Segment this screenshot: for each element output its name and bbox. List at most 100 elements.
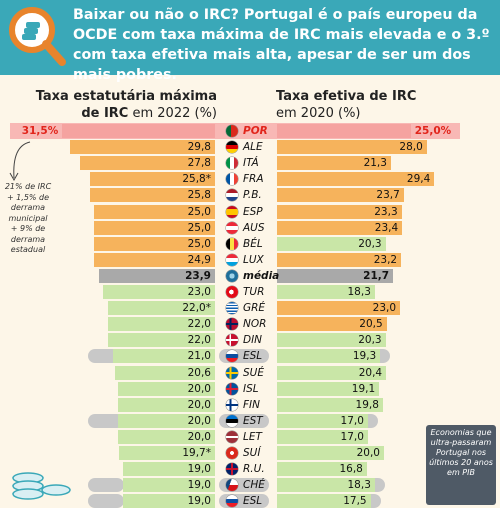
value-right-su: 20,4 xyxy=(358,366,383,379)
value-left-nor: 22,0 xyxy=(187,318,211,331)
value-right-tur: 18,3 xyxy=(347,286,371,298)
title-banner xyxy=(0,0,500,75)
country-code-fra: FRA xyxy=(243,173,264,186)
flag-fra-icon xyxy=(226,173,238,186)
value-right-let: 17,0 xyxy=(340,430,364,443)
flag-ru-icon xyxy=(226,463,238,476)
value-right-bl: 20,3 xyxy=(358,237,382,250)
bar-right-bl xyxy=(277,236,386,251)
bar-right-su xyxy=(277,446,384,460)
value-right-ch: 18,3 xyxy=(347,479,371,492)
bar-left-esl xyxy=(113,349,215,364)
bar-right-est xyxy=(277,413,368,428)
value-right-ale: 28,0 xyxy=(399,141,423,154)
country-code-it: ITÁ xyxy=(243,157,259,170)
country-code-aus: AUS xyxy=(243,221,265,234)
flag-esl-icon xyxy=(226,350,238,363)
bar-left-aus xyxy=(93,220,215,235)
flag-let-icon xyxy=(226,430,238,443)
value-right-media: 21,7 xyxy=(363,269,390,282)
bar-left-let xyxy=(118,429,215,444)
note-arrow-icon xyxy=(9,141,31,182)
flag-su-icon xyxy=(226,447,238,459)
country-code-lux: LUX xyxy=(243,253,264,266)
value-left-su: 19,7* xyxy=(182,447,211,459)
flag-isl-icon xyxy=(226,382,238,395)
value-left-su: 20,6 xyxy=(187,366,211,379)
value-right-esp: 23,3 xyxy=(374,205,398,218)
value-left-ch: 19,0 xyxy=(187,479,211,492)
value-left-fin: 20,0 xyxy=(187,398,211,411)
value-right-it: 21,3 xyxy=(363,157,387,170)
flag-su-icon xyxy=(226,366,238,379)
headline: Baixar ou não o IRC? Portugal é o país e… xyxy=(73,7,490,83)
bar-right-let xyxy=(277,429,368,444)
flag-din-icon xyxy=(226,334,238,347)
flag-tur-icon xyxy=(226,286,238,298)
bar-right-tur xyxy=(277,285,375,299)
left-header-rest: em 2022 (%) xyxy=(128,106,217,121)
flag-it-icon xyxy=(226,157,238,170)
bar-left-media xyxy=(99,268,215,283)
bar-right-pb xyxy=(277,188,404,203)
right-header-line2: em 2020 (%) xyxy=(276,106,361,121)
bar-left-su xyxy=(115,365,215,380)
flag-por-icon xyxy=(226,125,238,137)
country-code-let: LET xyxy=(243,430,262,443)
right-header-line1: Taxa efetiva de IRC xyxy=(276,89,417,104)
bar-left-lux xyxy=(94,252,215,267)
value-left-aus: 25,0 xyxy=(187,221,211,234)
flag-bl-icon xyxy=(226,237,238,250)
left-header-bold: de IRC xyxy=(81,106,129,121)
value-left-it: 27,8 xyxy=(187,157,211,170)
bar-left-ru xyxy=(122,462,215,477)
bar-right-fra xyxy=(277,172,435,187)
value-right-aus: 23,4 xyxy=(374,221,399,234)
row-highlight-left-esl xyxy=(88,494,124,508)
country-code-nor: NOR xyxy=(243,318,267,331)
country-code-gr: GRÉ xyxy=(243,302,266,315)
value-left-ru: 19,0 xyxy=(187,463,211,476)
value-left-fra: 25,8* xyxy=(182,173,211,186)
bar-right-aus xyxy=(277,220,403,235)
bar-left-su xyxy=(119,446,215,460)
value-left-media: 23,9 xyxy=(185,269,211,282)
value-left-gr: 22,0* xyxy=(182,302,211,315)
value-left-por: 31,5% xyxy=(21,125,59,137)
value-left-isl: 20,0 xyxy=(187,382,211,395)
flag-esp-icon xyxy=(226,205,238,218)
flag-aus-icon xyxy=(226,221,238,234)
bar-right-su xyxy=(277,365,387,380)
flag-media-icon xyxy=(226,269,238,282)
flag-gr-icon xyxy=(226,302,238,315)
bar-right-din xyxy=(277,333,386,348)
bar-right-nor xyxy=(277,317,387,332)
bar-left-isl xyxy=(118,381,215,396)
value-right-esl: 19,3 xyxy=(352,350,377,363)
value-left-tur: 23,0 xyxy=(187,286,211,298)
bar-right-ru xyxy=(277,462,367,477)
portugal-rate-note: 21% de IRC + 1,5% de derrama municipal +… xyxy=(4,182,52,254)
bar-right-lux xyxy=(277,252,402,267)
country-code-din: DIN xyxy=(243,334,263,347)
value-right-est: 17,0 xyxy=(340,414,364,427)
value-left-lux: 24,9 xyxy=(187,253,211,266)
country-code-tur: TUR xyxy=(243,286,265,298)
country-code-fin: FIN xyxy=(243,398,260,411)
flag-ale-icon xyxy=(226,141,238,154)
country-code-ale: ALE xyxy=(243,141,263,154)
value-right-din: 20,3 xyxy=(358,334,382,347)
value-right-nor: 20,5 xyxy=(359,318,383,331)
bar-right-media xyxy=(277,268,394,283)
country-code-por: POR xyxy=(243,125,268,137)
bar-left-est xyxy=(118,413,215,428)
value-left-esp: 25,0 xyxy=(187,205,211,218)
value-left-esl: 19,0 xyxy=(187,495,211,508)
bar-left-por xyxy=(62,124,215,138)
country-code-ru: R.U. xyxy=(243,463,265,476)
bar-right-isl xyxy=(277,381,380,396)
bar-left-it xyxy=(80,156,215,171)
country-code-media: média xyxy=(243,269,280,282)
bar-left-bl xyxy=(93,236,215,251)
country-code-su: SUÍ xyxy=(243,447,261,459)
